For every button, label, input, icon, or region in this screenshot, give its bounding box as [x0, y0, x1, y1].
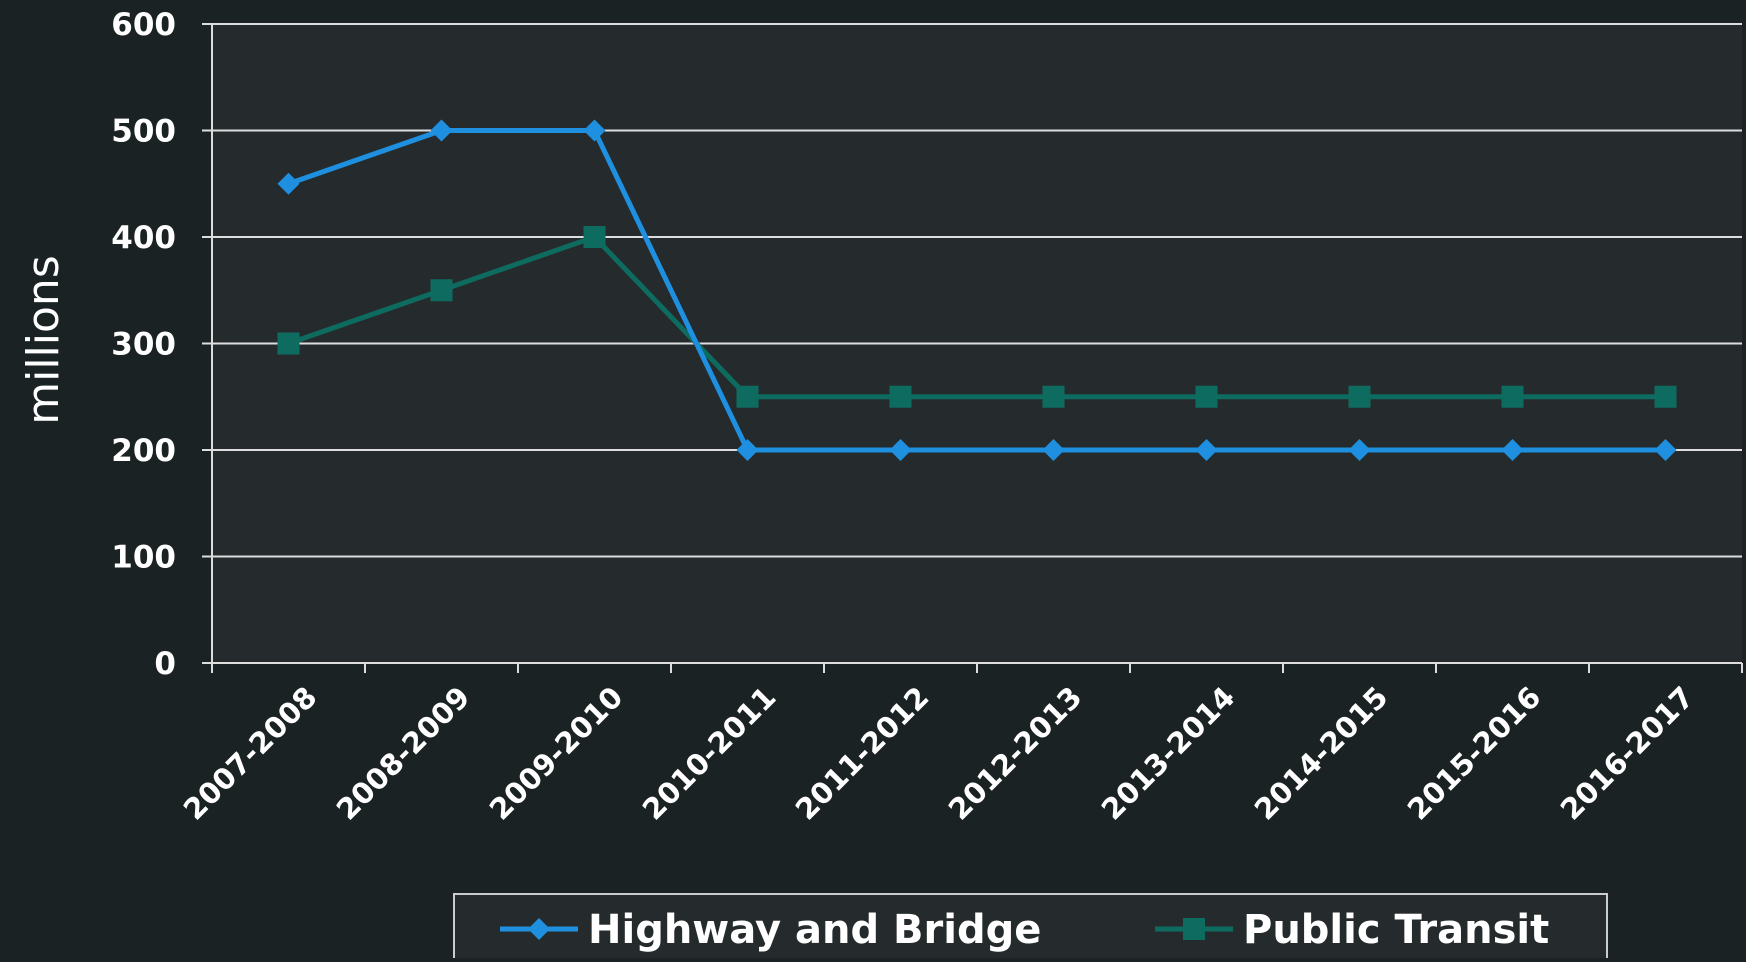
data-point: [583, 226, 606, 248]
legend: [453, 893, 1608, 962]
data-point: [1042, 385, 1065, 408]
legend-marker: [1183, 918, 1205, 940]
data-point: [583, 119, 606, 142]
data-point: [736, 385, 759, 408]
data-point: [1654, 385, 1677, 408]
data-point: [277, 332, 300, 355]
series-line: [287, 128, 1666, 453]
y-tick-label: 500: [111, 114, 176, 150]
data-point: [889, 439, 912, 461]
data-point: [1195, 439, 1218, 461]
data-point: [889, 385, 912, 408]
y-tick-label: 300: [111, 327, 176, 363]
data-point: [1654, 439, 1677, 461]
data-point: [1501, 385, 1524, 408]
data-point: [1042, 439, 1065, 461]
y-tick-label: 400: [111, 220, 176, 256]
data-point: [1348, 439, 1371, 461]
data-point: [1501, 439, 1524, 461]
y-tick-label: 100: [111, 540, 176, 576]
y-tick-label: 0: [154, 646, 176, 682]
legend-marker: [528, 918, 550, 940]
data-point: [1195, 385, 1218, 408]
legend-label: Highway and Bridge: [588, 907, 1041, 953]
data-point: [430, 119, 453, 142]
series-line: [287, 234, 1666, 400]
y-tick-label: 600: [111, 7, 176, 43]
data-point: [277, 172, 300, 195]
data-point: [430, 279, 453, 302]
data-point: [1348, 385, 1371, 408]
y-axis-label: millions: [18, 255, 69, 425]
y-tick-label: 200: [111, 433, 176, 469]
data-point: [736, 439, 759, 461]
legend-label: Public Transit: [1243, 907, 1549, 953]
